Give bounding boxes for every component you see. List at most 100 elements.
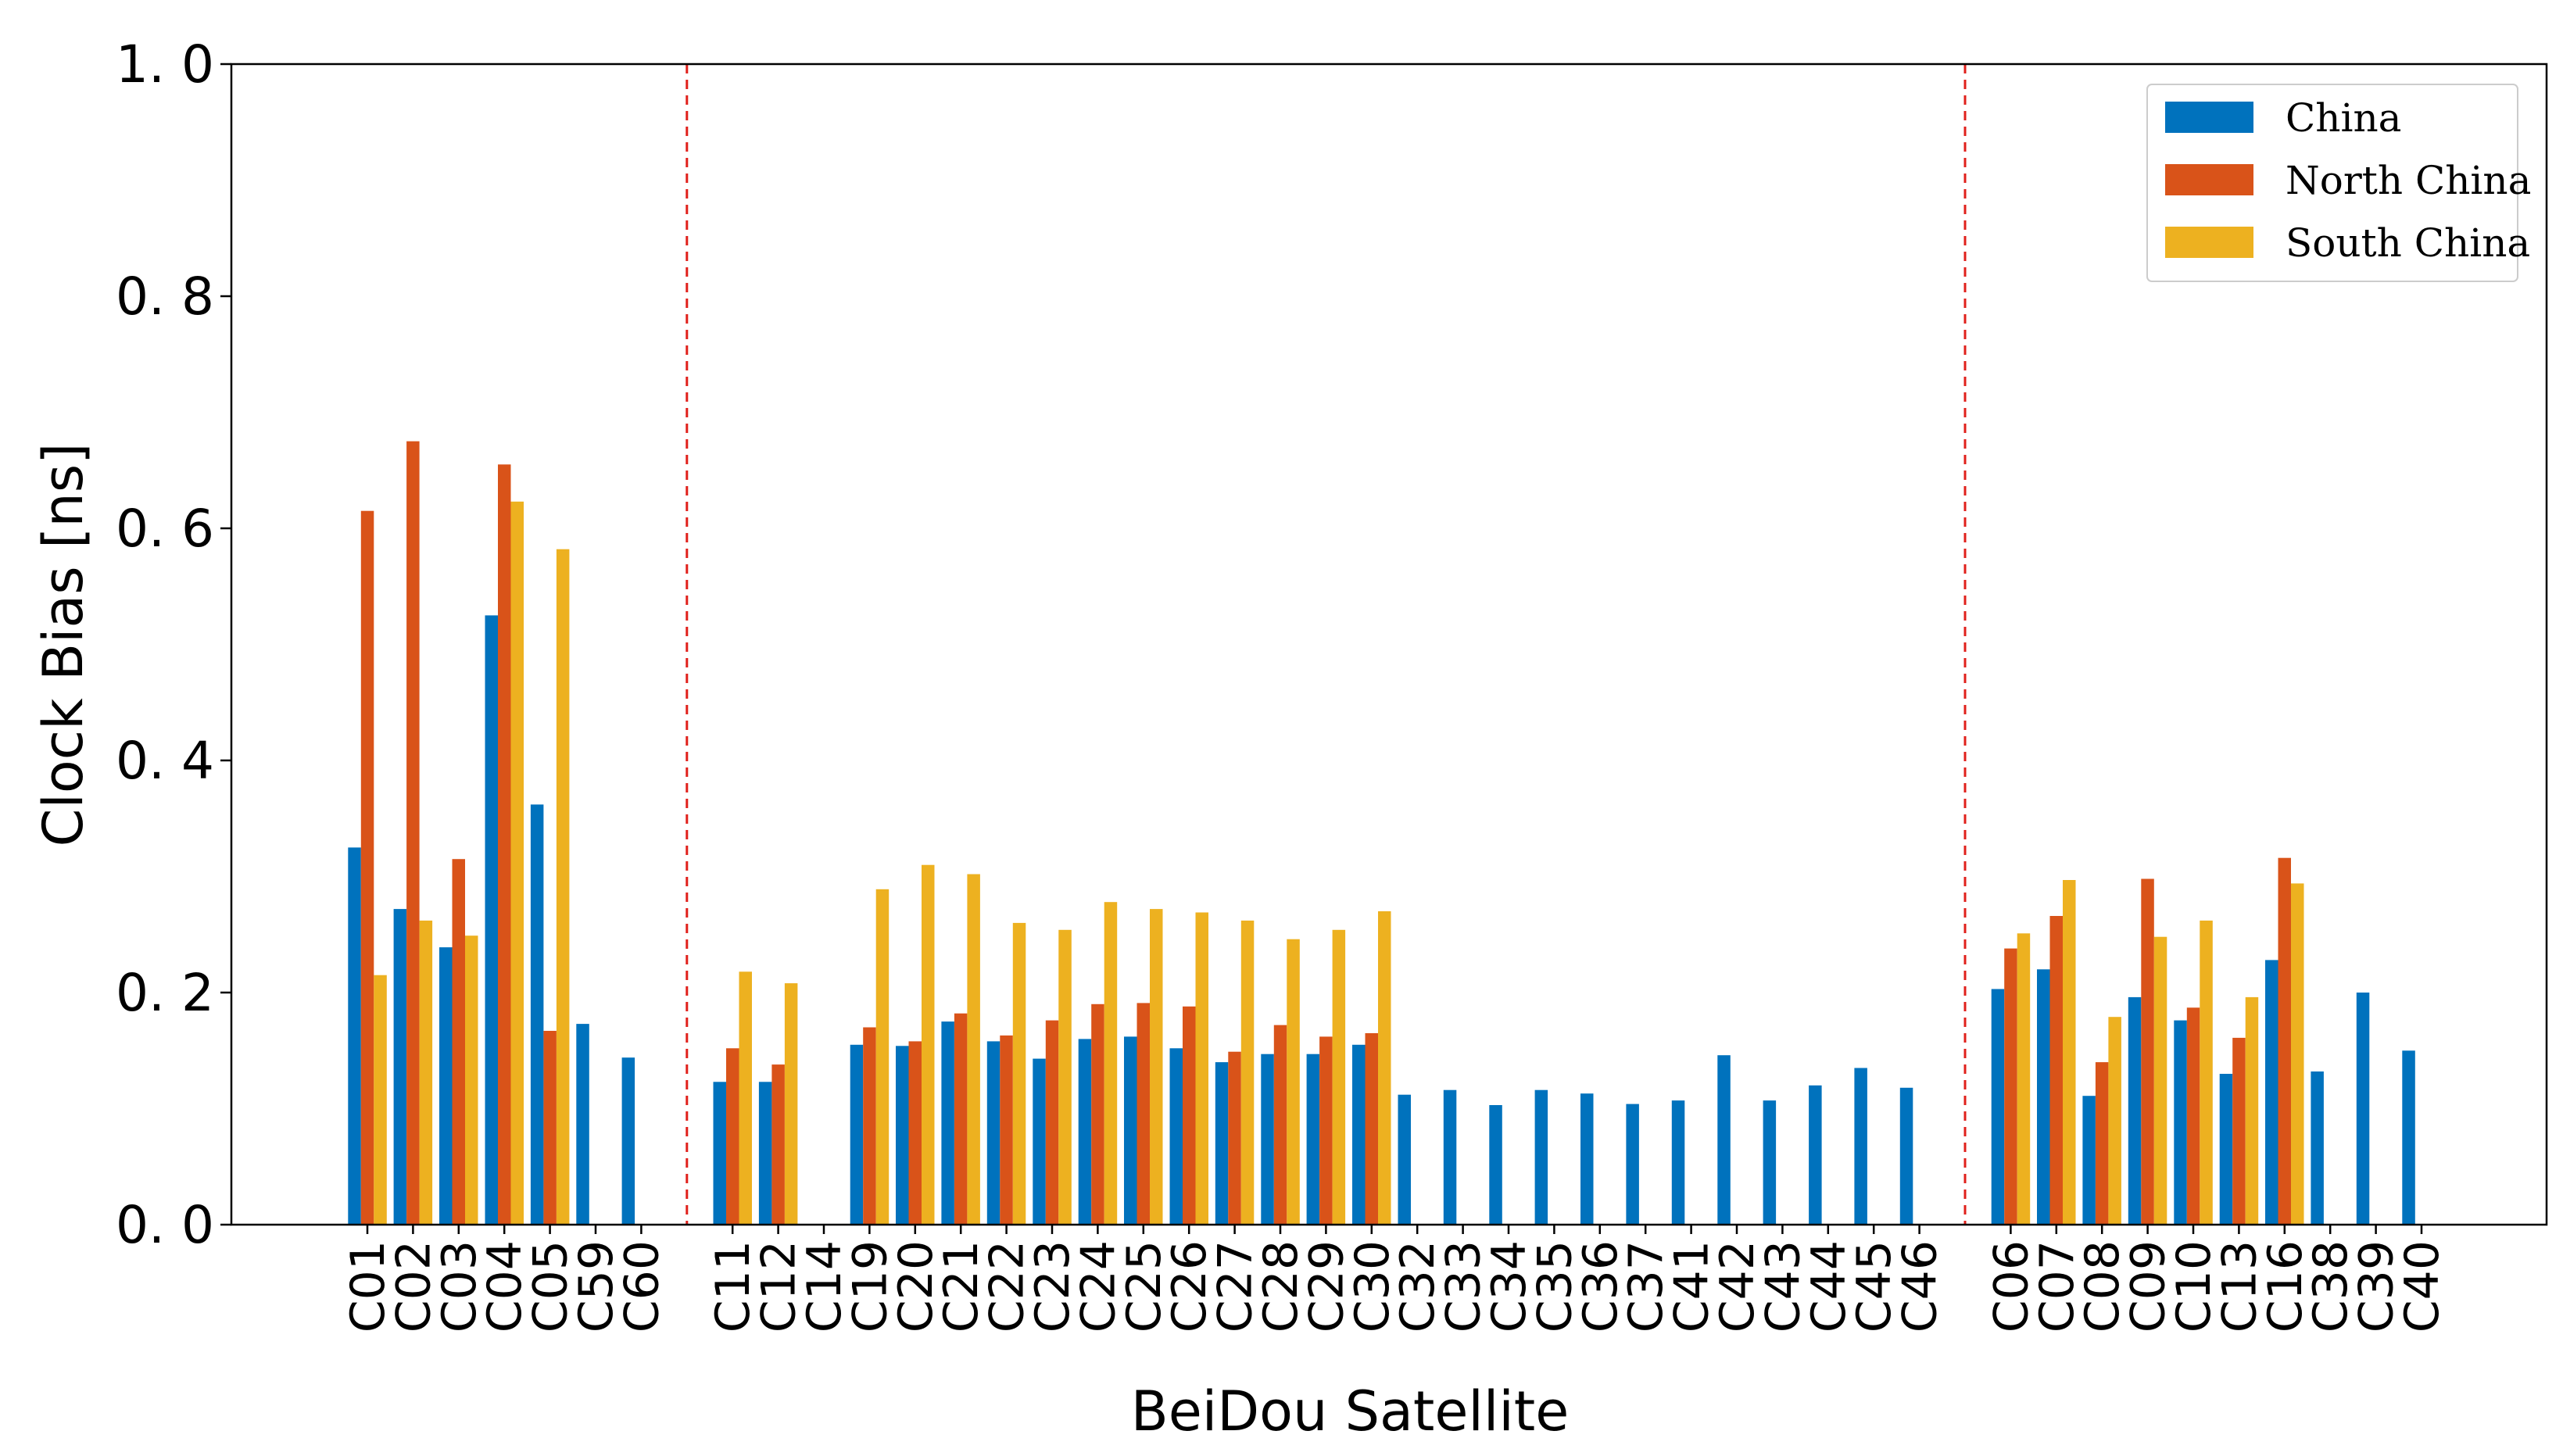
- bar-south-china-c06: [2017, 933, 2031, 1225]
- bar-north-china-c22: [1000, 1035, 1013, 1225]
- bar-north-china-c06: [2004, 948, 2017, 1225]
- bar-china-c22: [986, 1041, 1001, 1225]
- y-tick-label: 0. 0: [116, 1195, 214, 1255]
- x-tick-label: C25: [1117, 1240, 1172, 1333]
- bar-south-china-c11: [739, 971, 752, 1225]
- bar-north-china-c12: [771, 1064, 785, 1225]
- x-tick-label: C45: [1847, 1240, 1902, 1333]
- bar-china-c12: [758, 1082, 772, 1225]
- bar-china-c06: [1991, 989, 2005, 1225]
- bar-china-c25: [1124, 1036, 1137, 1225]
- plot-area-frame: [230, 63, 2548, 1226]
- bar-north-china-c19: [863, 1027, 876, 1225]
- x-tick-label: C29: [1299, 1240, 1354, 1333]
- bar-north-china-c20: [908, 1041, 922, 1225]
- bar-north-china-c09: [2141, 878, 2154, 1225]
- bar-north-china-c16: [2278, 857, 2291, 1225]
- bar-china-c01: [348, 847, 361, 1225]
- bar-south-china-c08: [2108, 1017, 2121, 1225]
- bar-china-c23: [1033, 1058, 1046, 1225]
- x-tick-label: C06: [1984, 1240, 2039, 1333]
- x-tick-label: C12: [752, 1240, 807, 1333]
- bar-south-china-c20: [922, 864, 935, 1225]
- bar-china-c13: [2219, 1074, 2233, 1225]
- x-tick-label: C16: [2258, 1240, 2313, 1333]
- bar-china-c16: [2265, 960, 2278, 1225]
- bar-south-china-c24: [1104, 902, 1118, 1225]
- bar-north-china-c05: [543, 1031, 557, 1225]
- bar-south-china-c16: [2291, 883, 2304, 1225]
- bar-china-c41: [1671, 1100, 1685, 1225]
- bar-north-china-c28: [1273, 1025, 1287, 1225]
- x-tick-label: C03: [432, 1240, 487, 1333]
- bar-china-c07: [2037, 969, 2050, 1225]
- x-tick-label: C46: [1893, 1240, 1948, 1333]
- bar-south-china-c19: [875, 889, 890, 1225]
- x-tick-label: C05: [524, 1240, 578, 1333]
- x-tick-label: C10: [2167, 1240, 2221, 1333]
- bar-north-china-c03: [452, 859, 465, 1225]
- y-axis-label: Clock Bias [ns]: [31, 443, 95, 847]
- x-tick-label: C28: [1254, 1240, 1308, 1333]
- bar-south-china-c21: [967, 874, 980, 1225]
- x-tick-label: C37: [1619, 1240, 1673, 1333]
- legend: China North China South China: [2146, 84, 2531, 282]
- bar-china-c29: [1306, 1054, 1320, 1225]
- legend-label-south-china: South China: [2286, 220, 2530, 266]
- bar-south-china-c26: [1195, 912, 1208, 1225]
- bar-china-c24: [1078, 1039, 1092, 1225]
- bar-north-china-c11: [726, 1048, 739, 1225]
- bar-north-china-c24: [1091, 1003, 1104, 1225]
- x-tick-label: C23: [1026, 1240, 1080, 1333]
- x-tick-label: C39: [2350, 1240, 2404, 1333]
- bar-china-c33: [1443, 1089, 1457, 1225]
- bar-china-c11: [713, 1082, 726, 1225]
- legend-label-china: China: [2286, 95, 2401, 141]
- y-tick-label: 0. 6: [116, 499, 214, 559]
- x-tick-label: C26: [1162, 1240, 1217, 1333]
- bar-china-c34: [1489, 1105, 1502, 1225]
- bar-south-china-c01: [374, 975, 387, 1225]
- bar-china-c30: [1352, 1044, 1366, 1225]
- bar-china-c21: [941, 1021, 954, 1225]
- bar-china-c40: [2402, 1050, 2415, 1225]
- bar-china-c42: [1717, 1055, 1731, 1225]
- x-tick-label: C41: [1665, 1240, 1720, 1333]
- bar-china-c43: [1763, 1100, 1777, 1225]
- bar-china-c35: [1534, 1089, 1548, 1225]
- y-axis-ticks: 0. 0 0. 2 0. 4 0. 6 0. 8 1. 0: [116, 34, 231, 1255]
- x-tick-label: C20: [889, 1240, 943, 1333]
- y-tick-label: 0. 2: [116, 963, 214, 1023]
- bar-south-china-c09: [2153, 936, 2167, 1225]
- bar-south-china-c03: [465, 935, 478, 1225]
- legend-swatch-north-china: [2165, 164, 2253, 195]
- x-tick-label: C36: [1573, 1240, 1628, 1333]
- x-tick-label: C07: [2030, 1240, 2085, 1333]
- bar-south-china-c10: [2200, 920, 2213, 1225]
- bar-china-c37: [1626, 1104, 1639, 1225]
- x-tick-label: C40: [2395, 1240, 2450, 1333]
- bar-china-c27: [1215, 1062, 1229, 1225]
- bar-north-china-c10: [2186, 1007, 2200, 1225]
- x-tick-label: C34: [1482, 1240, 1537, 1333]
- y-tick-label: 0. 8: [116, 267, 214, 327]
- legend-swatch-china: [2165, 102, 2253, 133]
- x-tick-label: C43: [1756, 1240, 1810, 1333]
- x-tick-label: C04: [478, 1240, 532, 1333]
- bar-south-china-c13: [2245, 996, 2259, 1225]
- x-tick-label: C44: [1802, 1240, 1856, 1333]
- x-tick-label: C21: [934, 1240, 989, 1333]
- bar-south-china-c07: [2063, 880, 2076, 1225]
- bar-china-c38: [2311, 1071, 2324, 1225]
- legend-swatch-south-china: [2165, 227, 2253, 258]
- legend-label-north-china: North China: [2286, 158, 2531, 203]
- bars-layer: [348, 441, 2415, 1225]
- bar-north-china-c26: [1183, 1006, 1196, 1225]
- x-tick-label: C19: [843, 1240, 897, 1333]
- bar-south-china-c22: [1012, 922, 1026, 1225]
- bar-china-c08: [2082, 1096, 2096, 1225]
- x-tick-label: C13: [2212, 1240, 2267, 1333]
- bar-north-china-c07: [2049, 916, 2063, 1225]
- y-tick-label: 0. 4: [116, 731, 214, 791]
